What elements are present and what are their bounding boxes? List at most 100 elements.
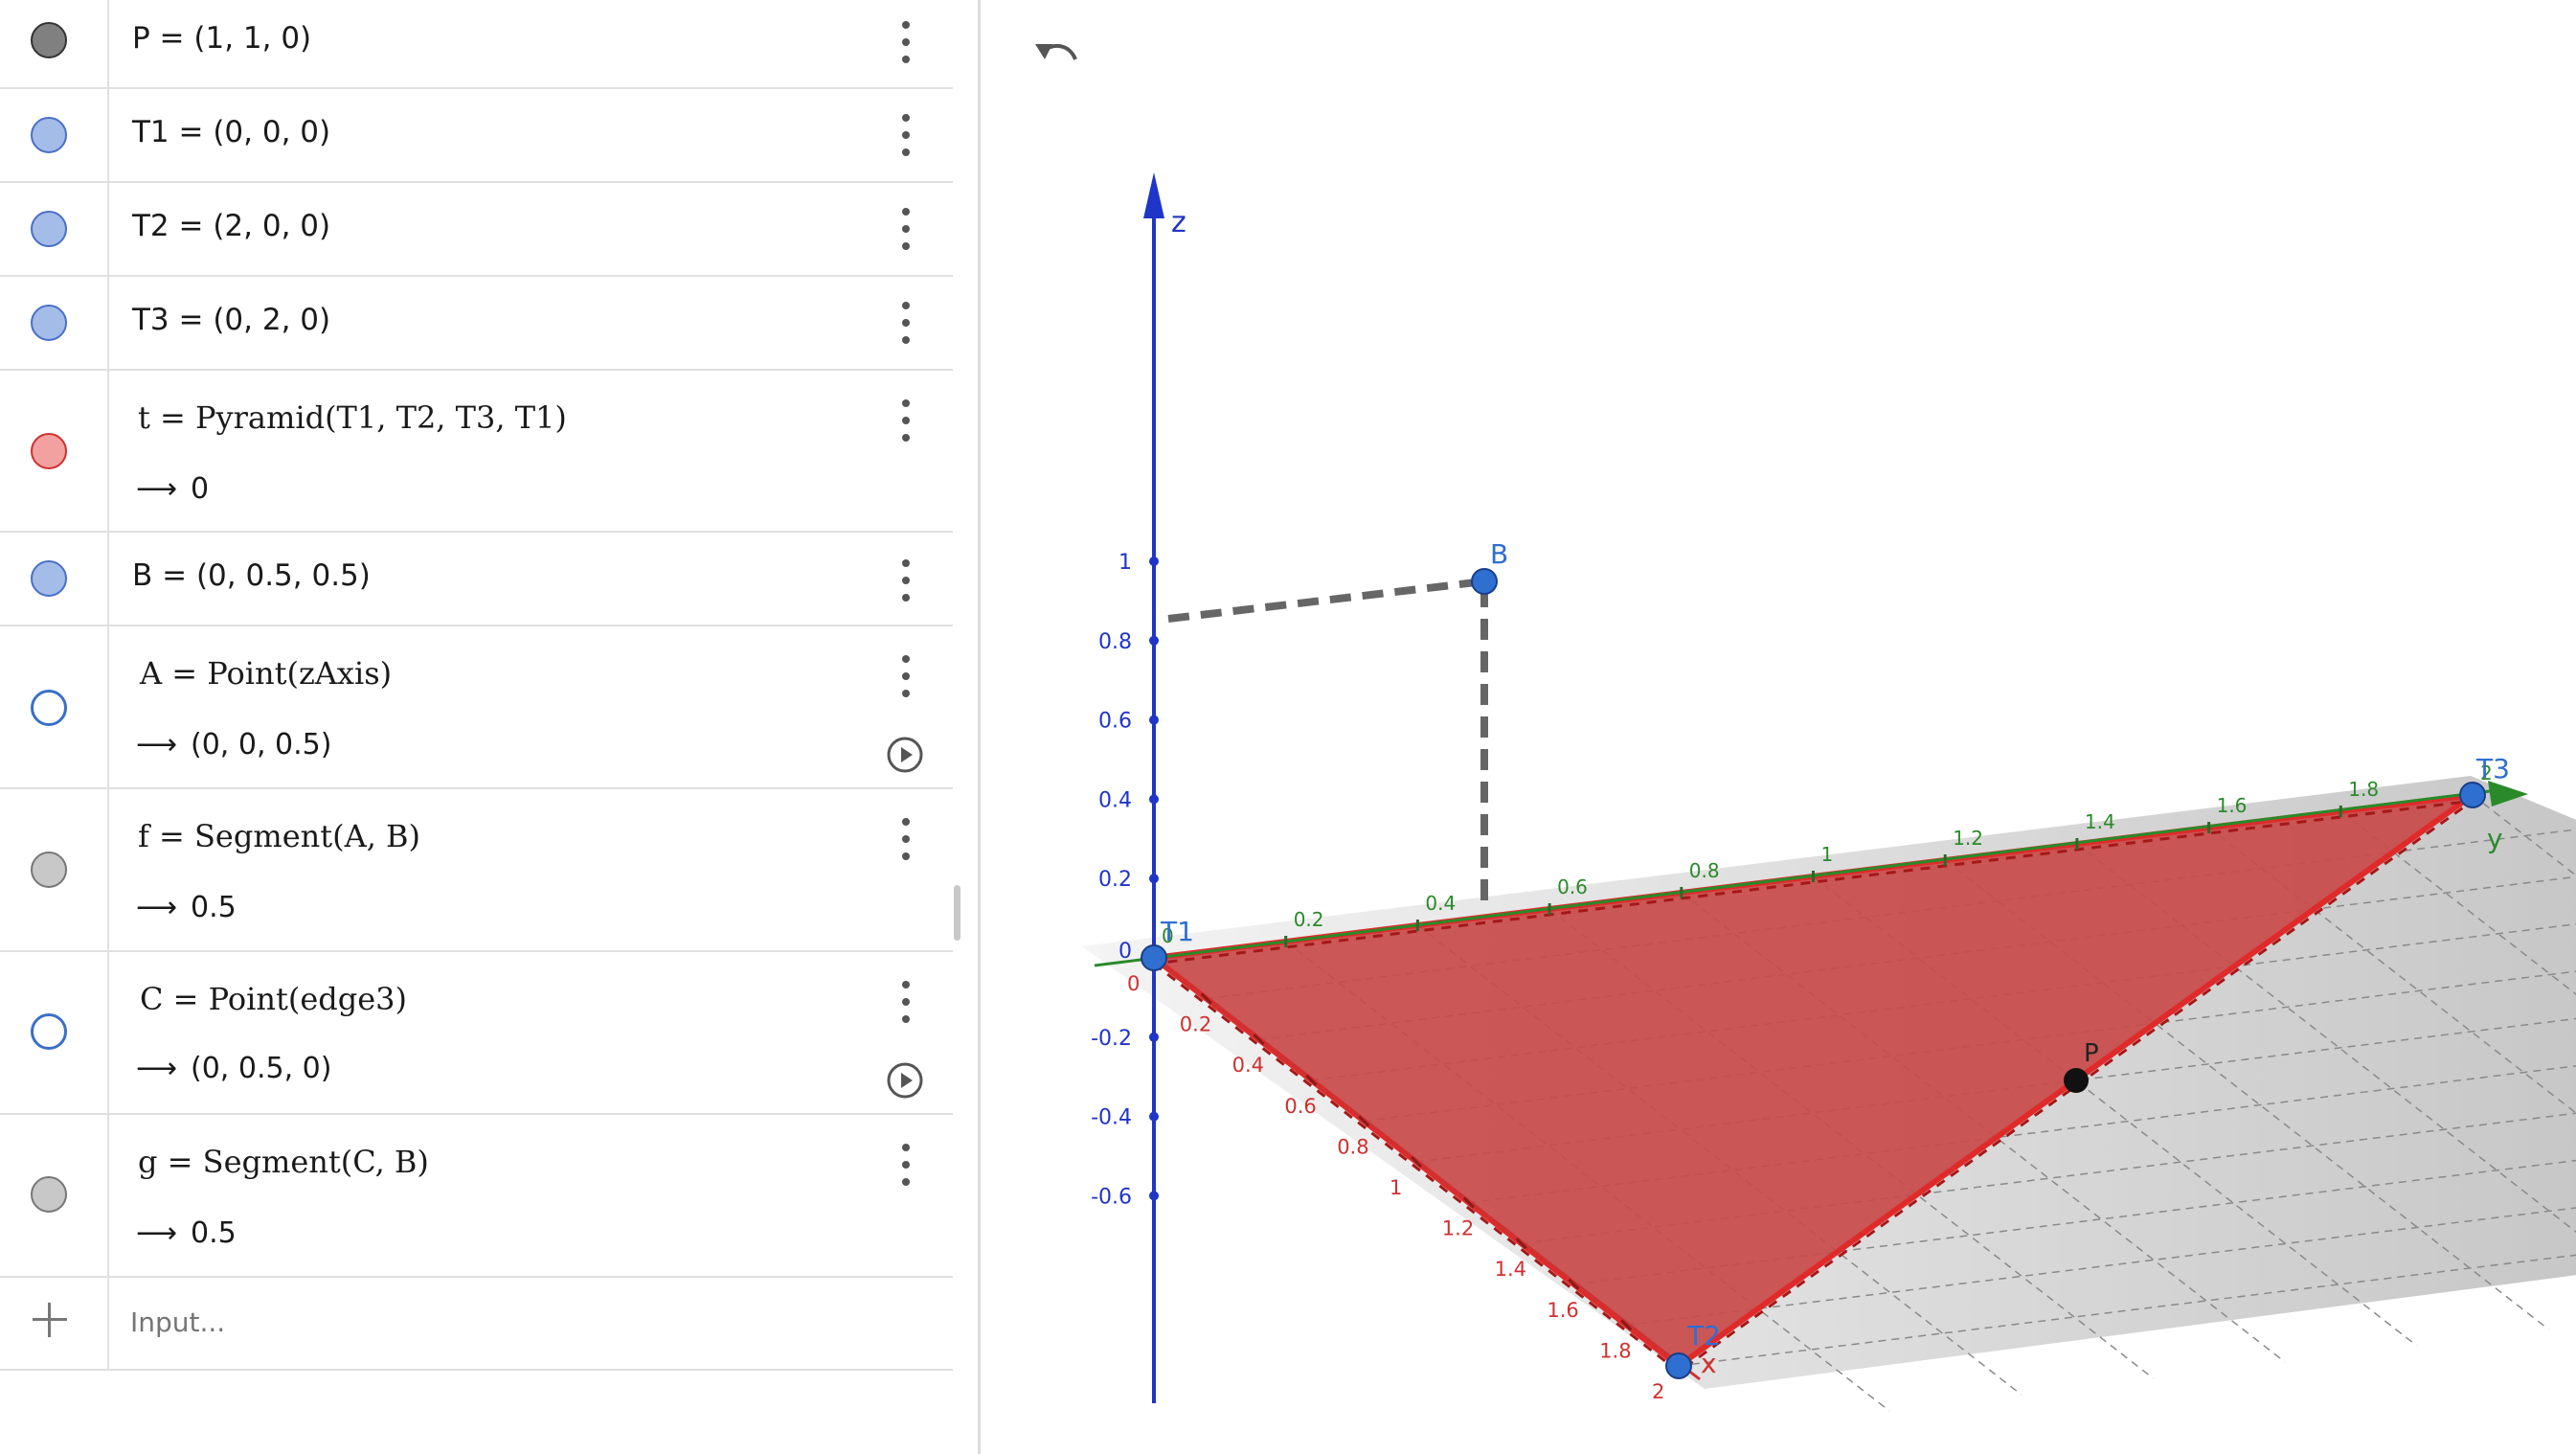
visibility-toggle-f[interactable]: [31, 852, 67, 888]
more-options-icon[interactable]: [891, 981, 919, 1025]
more-options-icon[interactable]: [891, 1144, 919, 1188]
more-options-icon[interactable]: [891, 399, 919, 443]
arrow-icon: ⟶: [136, 1216, 178, 1250]
x-tick-label: 0.4: [1232, 1054, 1264, 1077]
graphics-3d-view[interactable]: 1 0.8 0.6 0.4 0.2 -0.2 -0.4 -0.6 0 0.2 0.4 0.6 0.8 1…: [983, 0, 2576, 1454]
definition-T2[interactable]: T2 = (2, 0, 0): [132, 209, 331, 243]
more-options-icon[interactable]: [891, 655, 919, 699]
visibility-toggle-C[interactable]: [31, 1013, 67, 1050]
point-T1[interactable]: [1141, 944, 1167, 971]
x-tick-label: 1.8: [1599, 1339, 1631, 1362]
definition-T3[interactable]: T3 = (0, 2, 0): [132, 303, 331, 337]
marble-cell: [0, 626, 109, 787]
y-tick-label: 0.4: [1425, 892, 1456, 915]
z-tick-label: 0.6: [1098, 710, 1132, 734]
point-T2[interactable]: [1665, 1352, 1692, 1379]
algebra-row-t[interactable]: t = Pyramid(T1, T2, T3, T1) ⟶ 0: [0, 371, 953, 533]
more-options-icon[interactable]: [891, 21, 919, 65]
algebra-row-B[interactable]: B = (0, 0.5, 0.5): [0, 533, 953, 626]
marble-cell: [0, 533, 109, 625]
marble-cell: [0, 89, 109, 181]
scrollbar[interactable]: [954, 885, 960, 941]
definition-B[interactable]: B = (0, 0.5, 0.5): [132, 558, 371, 593]
visibility-toggle-B[interactable]: [31, 560, 67, 597]
x-tick: [1253, 1034, 1265, 1046]
algebra-row-A[interactable]: A = Point(zAxis) ⟶ (0, 0, 0.5): [0, 626, 953, 789]
algebra-row-g[interactable]: g = Segment(C, B) ⟶ 0.5: [0, 1115, 953, 1278]
y-axis-line: [1094, 789, 2491, 967]
visibility-toggle-T1[interactable]: [31, 117, 67, 153]
z-tick: [1149, 874, 1159, 884]
z-axis-arrow-icon: [1143, 172, 1164, 218]
pyramid-face[interactable]: [1154, 795, 2473, 1366]
y-axis-ticks: 0 0.2 0.4 0.6 0.8 1 1.2 1.4 1.6 1.8 2: [1162, 761, 2493, 947]
algebra-input[interactable]: [128, 1297, 927, 1347]
y-axis-label: y: [2487, 823, 2503, 854]
point-B-label: B: [1490, 538, 1508, 570]
value-text: (0, 0, 0.5): [191, 728, 332, 761]
value-text: 0: [191, 472, 210, 506]
x-tick-label: 0.6: [1284, 1095, 1316, 1118]
y-tick-label: 0: [1162, 924, 1174, 947]
algebra-row-P[interactable]: P = (1, 1, 0): [0, 0, 953, 89]
more-options-icon[interactable]: [891, 559, 919, 603]
more-options-icon[interactable]: [891, 818, 919, 862]
visibility-toggle-T2[interactable]: [31, 211, 67, 247]
y-tick-label: 1: [1821, 843, 1834, 866]
y-axis-arrow-icon: [2488, 781, 2528, 807]
algebra-row-T1[interactable]: T1 = (0, 0, 0): [0, 89, 953, 183]
value-f: ⟶ 0.5: [136, 891, 237, 924]
visibility-toggle-P[interactable]: [31, 22, 67, 58]
visibility-toggle-A[interactable]: [31, 690, 67, 726]
point-B[interactable]: [1471, 568, 1498, 595]
z-tick: [1149, 794, 1159, 805]
algebra-row-C[interactable]: C = Point(edge3) ⟶ (0, 0.5, 0): [0, 952, 953, 1115]
marble-cell: [0, 371, 109, 531]
algebra-row-f[interactable]: f = Segment(A, B) ⟶ 0.5: [0, 789, 953, 952]
more-options-icon[interactable]: [891, 208, 919, 252]
play-animation-icon[interactable]: [886, 1061, 924, 1100]
z-tick: [1149, 715, 1159, 725]
x-tick: [1462, 1196, 1475, 1209]
x-tick-label: 1.4: [1495, 1258, 1526, 1281]
definition-f[interactable]: f = Segment(A, B): [138, 818, 421, 854]
z-tick-label: 0.2: [1098, 868, 1132, 892]
x-tick: [1200, 992, 1212, 1005]
play-animation-icon[interactable]: [886, 736, 924, 774]
x-tick-label: 0.2: [1180, 1013, 1211, 1036]
definition-C[interactable]: C = Point(edge3): [140, 981, 408, 1017]
algebra-row-T3[interactable]: T3 = (0, 2, 0): [0, 277, 953, 371]
undo-icon[interactable]: [1029, 31, 1083, 79]
point-P[interactable]: [2064, 1068, 2089, 1093]
value-g: ⟶ 0.5: [136, 1216, 237, 1250]
segment-f[interactable]: [1167, 578, 1485, 623]
point-P-label: P: [2084, 1039, 2099, 1068]
more-options-icon[interactable]: [891, 302, 919, 346]
definition-T1[interactable]: T1 = (0, 0, 0): [132, 115, 331, 149]
pyramid-edges-dashed: [1153, 799, 2474, 1374]
algebra-view: P = (1, 1, 0) T1 = (0, 0, 0) T2 = (2, 0,…: [0, 0, 981, 1454]
visibility-toggle-T3[interactable]: [31, 305, 67, 341]
x-tick: [1305, 1074, 1318, 1086]
visibility-toggle-g[interactable]: [31, 1176, 67, 1213]
more-options-icon[interactable]: [891, 114, 919, 158]
algebra-row-T2[interactable]: T2 = (2, 0, 0): [0, 183, 953, 277]
definition-P[interactable]: P = (1, 1, 0): [132, 21, 312, 56]
z-tick-label: 0.8: [1098, 630, 1132, 654]
definition-A[interactable]: A = Point(zAxis): [140, 655, 393, 692]
z-tick-label: 1: [1119, 551, 1132, 575]
definition-g[interactable]: g = Segment(C, B): [138, 1144, 429, 1180]
point-T3[interactable]: [2459, 782, 2486, 808]
z-tick: [1149, 1111, 1159, 1122]
z-tick-label: -0.4: [1091, 1106, 1132, 1130]
marble-cell: [0, 0, 109, 87]
definition-t[interactable]: t = Pyramid(T1, T2, T3, T1): [138, 399, 567, 436]
z-tick-label: -0.2: [1091, 1027, 1132, 1051]
value-text: 0.5: [191, 891, 237, 924]
algebra-input-row[interactable]: [0, 1278, 953, 1371]
scene-3d[interactable]: 10.80.60.40.2-0.2-0.4-0.6 00.20.40.60.81…: [983, 0, 2576, 1454]
plus-icon[interactable]: [33, 1303, 67, 1337]
visibility-toggle-t[interactable]: [31, 433, 67, 469]
marble-cell: [0, 789, 109, 950]
y-tick-label: 0.8: [1689, 859, 1720, 882]
